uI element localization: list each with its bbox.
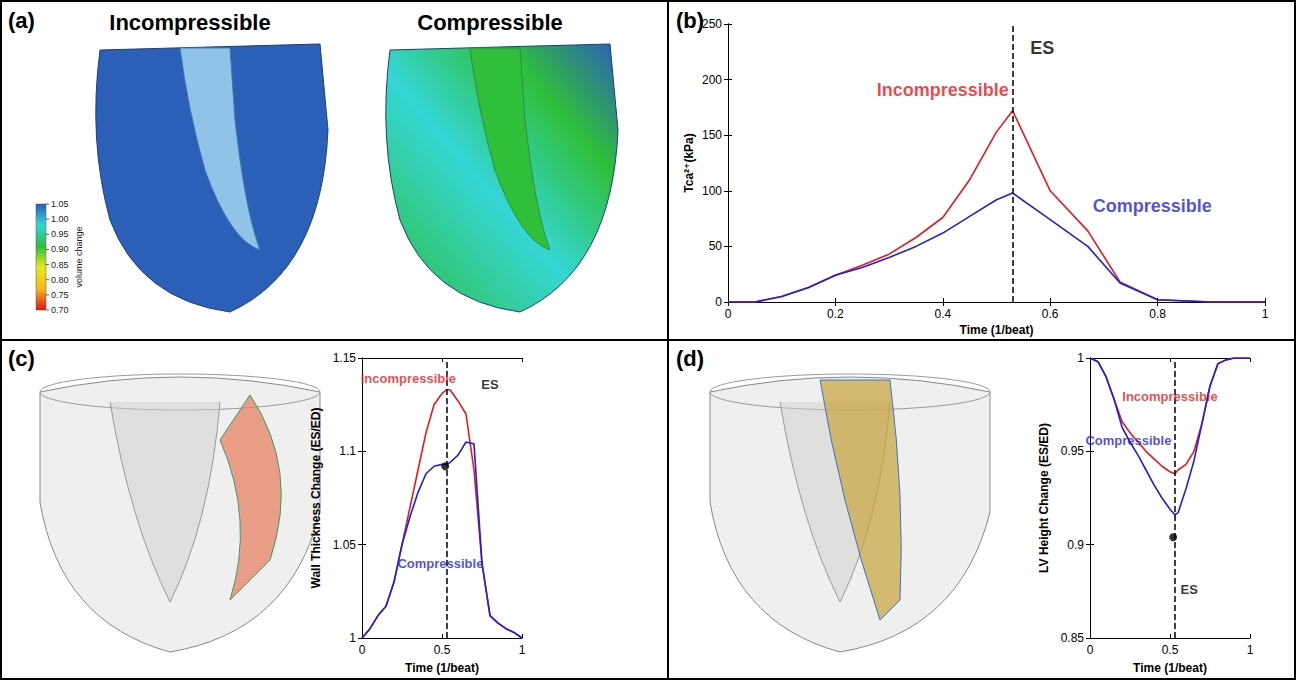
svg-text:Incompressible: Incompressible — [1122, 389, 1217, 404]
svg-text:Compressible: Compressible — [417, 10, 563, 35]
svg-text:volume change: volume change — [74, 226, 84, 287]
svg-text:0.4: 0.4 — [934, 307, 951, 321]
svg-text:1.05: 1.05 — [51, 199, 69, 209]
svg-text:0.85: 0.85 — [1061, 631, 1085, 645]
svg-text:Incompressible: Incompressible — [877, 80, 1009, 100]
svg-text:250: 250 — [702, 17, 722, 31]
svg-text:ES: ES — [1030, 38, 1054, 58]
svg-text:0.70: 0.70 — [51, 305, 69, 315]
svg-text:1.15: 1.15 — [333, 351, 357, 365]
svg-text:0.5: 0.5 — [1162, 643, 1179, 657]
svg-text:0.5: 0.5 — [434, 643, 451, 657]
svg-text:ES: ES — [1181, 582, 1199, 597]
svg-text:Incompressible: Incompressible — [109, 10, 270, 35]
svg-text:1.1: 1.1 — [339, 444, 356, 458]
svg-text:(b): (b) — [676, 8, 704, 33]
svg-text:0.75: 0.75 — [51, 290, 69, 300]
svg-text:50: 50 — [709, 239, 723, 253]
svg-text:1: 1 — [1077, 351, 1084, 365]
svg-text:Wall Thickness Change (ES/ED): Wall Thickness Change (ES/ED) — [309, 408, 323, 589]
svg-text:200: 200 — [702, 73, 722, 87]
svg-text:Time (1/beat): Time (1/beat) — [405, 661, 479, 675]
svg-text:1: 1 — [519, 643, 526, 657]
svg-text:Time (1/beat): Time (1/beat) — [960, 323, 1034, 337]
svg-text:1.00: 1.00 — [51, 214, 69, 224]
svg-text:0.80: 0.80 — [51, 275, 69, 285]
svg-text:1: 1 — [1262, 307, 1269, 321]
svg-text:1.05: 1.05 — [333, 538, 357, 552]
svg-text:0: 0 — [359, 643, 366, 657]
svg-text:Compressible: Compressible — [397, 556, 483, 571]
svg-text:0.9: 0.9 — [1067, 538, 1084, 552]
svg-text:Tca²⁺(kPa): Tca²⁺(kPa) — [682, 133, 696, 192]
svg-text:ES: ES — [481, 377, 499, 392]
svg-text:100: 100 — [702, 184, 722, 198]
svg-text:0: 0 — [725, 307, 732, 321]
svg-text:Incompressible: Incompressible — [361, 371, 456, 386]
svg-text:0.6: 0.6 — [1042, 307, 1059, 321]
svg-text:0.90: 0.90 — [51, 244, 69, 254]
svg-text:0: 0 — [715, 295, 722, 309]
svg-text:LV Height Change (ES/ED): LV Height Change (ES/ED) — [1037, 423, 1051, 573]
svg-text:0.95: 0.95 — [51, 229, 69, 239]
svg-text:(d): (d) — [676, 346, 704, 371]
svg-text:150: 150 — [702, 128, 722, 142]
svg-text:1: 1 — [1247, 643, 1254, 657]
svg-text:(a): (a) — [8, 8, 35, 33]
svg-text:Compressible: Compressible — [1085, 433, 1171, 448]
svg-text:0.8: 0.8 — [1149, 307, 1166, 321]
svg-text:0: 0 — [1087, 643, 1094, 657]
svg-text:0.85: 0.85 — [51, 260, 69, 270]
svg-text:0.2: 0.2 — [827, 307, 844, 321]
svg-text:Compressible: Compressible — [1093, 196, 1212, 216]
svg-text:(c): (c) — [8, 346, 35, 371]
svg-text:0.95: 0.95 — [1061, 444, 1085, 458]
svg-text:Time (1/beat): Time (1/beat) — [1133, 661, 1207, 675]
svg-text:1: 1 — [349, 631, 356, 645]
